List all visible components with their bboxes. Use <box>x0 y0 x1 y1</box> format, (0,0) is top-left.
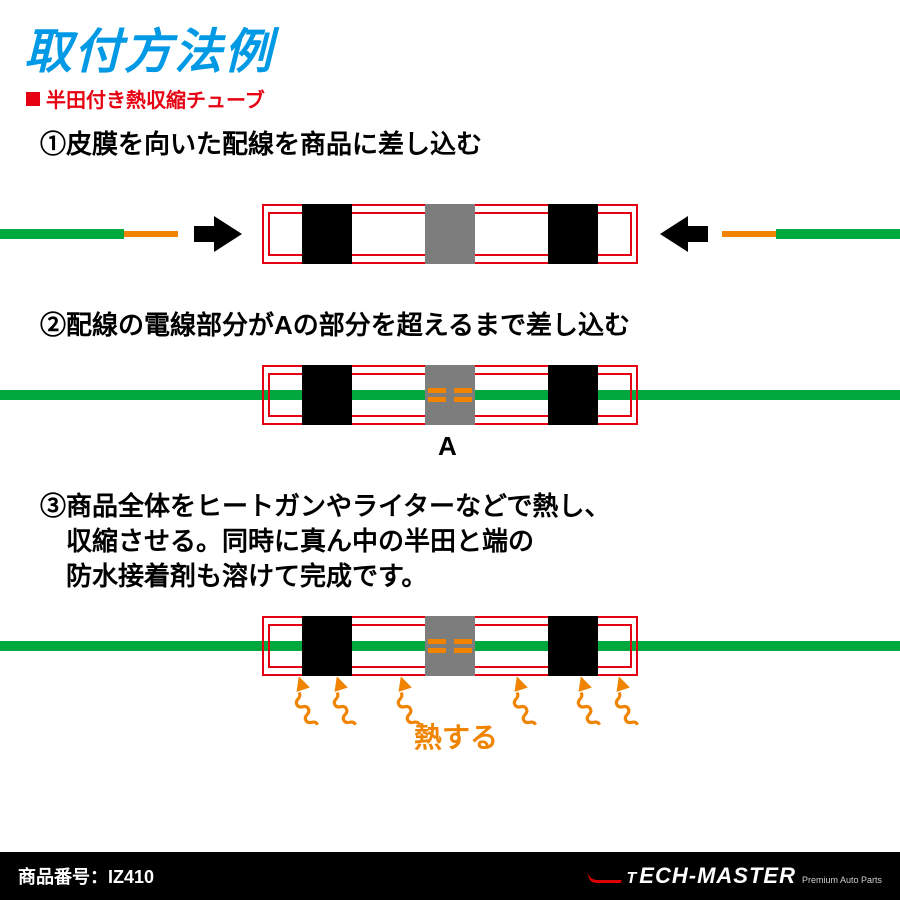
step-1-text: ①皮膜を向いた配線を商品に差し込む <box>0 113 900 162</box>
step-3-text: ③商品全体をヒートガンやライターなどで熱し、 収縮させる。同時に真ん中の半田と端… <box>0 475 900 594</box>
diagram-step-3: 〰〰〰〰〰〰熱する <box>0 606 900 756</box>
diagram-step-1 <box>0 174 900 294</box>
footer-bar: 商品番号：IZ410 T ECH-MASTER Premium Auto Par… <box>0 852 900 900</box>
subtitle: 半田付き熱収縮チューブ <box>46 84 265 113</box>
heat-wave-icon: 〰 <box>492 682 555 739</box>
brand-sub: Premium Auto Parts <box>802 875 882 885</box>
bullet-icon <box>26 92 40 106</box>
brand-prefix: T <box>627 870 638 888</box>
arrow-right-icon <box>214 216 242 252</box>
swoosh-icon <box>584 871 624 883</box>
wire-right <box>776 229 900 239</box>
page-title: 取付方法例 <box>0 0 900 82</box>
step-3-line-2: 収縮させる。同時に真ん中の半田と端の <box>40 524 900 559</box>
heat-label: 熱する <box>414 716 498 756</box>
wire-tip-left <box>124 231 178 237</box>
product-code: 商品番号：IZ410 <box>18 863 154 889</box>
brand-logo: T ECH-MASTER Premium Auto Parts <box>587 863 882 889</box>
label-a: A <box>438 431 457 462</box>
arrow-left-icon <box>660 216 688 252</box>
brand-main: ECH-MASTER <box>639 863 796 889</box>
wire-tip-right <box>722 231 776 237</box>
diagram-step-2: A <box>0 355 900 475</box>
subtitle-row: 半田付き熱収縮チューブ <box>0 82 900 113</box>
wire-left <box>0 229 124 239</box>
step-3-line-3: 防水接着剤も溶けて完成です。 <box>40 559 900 594</box>
step-3-line-1: ③商品全体をヒートガンやライターなどで熱し、 <box>40 489 900 524</box>
step-2-text: ②配線の電線部分がAの部分を超えるまで差し込む <box>0 294 900 343</box>
